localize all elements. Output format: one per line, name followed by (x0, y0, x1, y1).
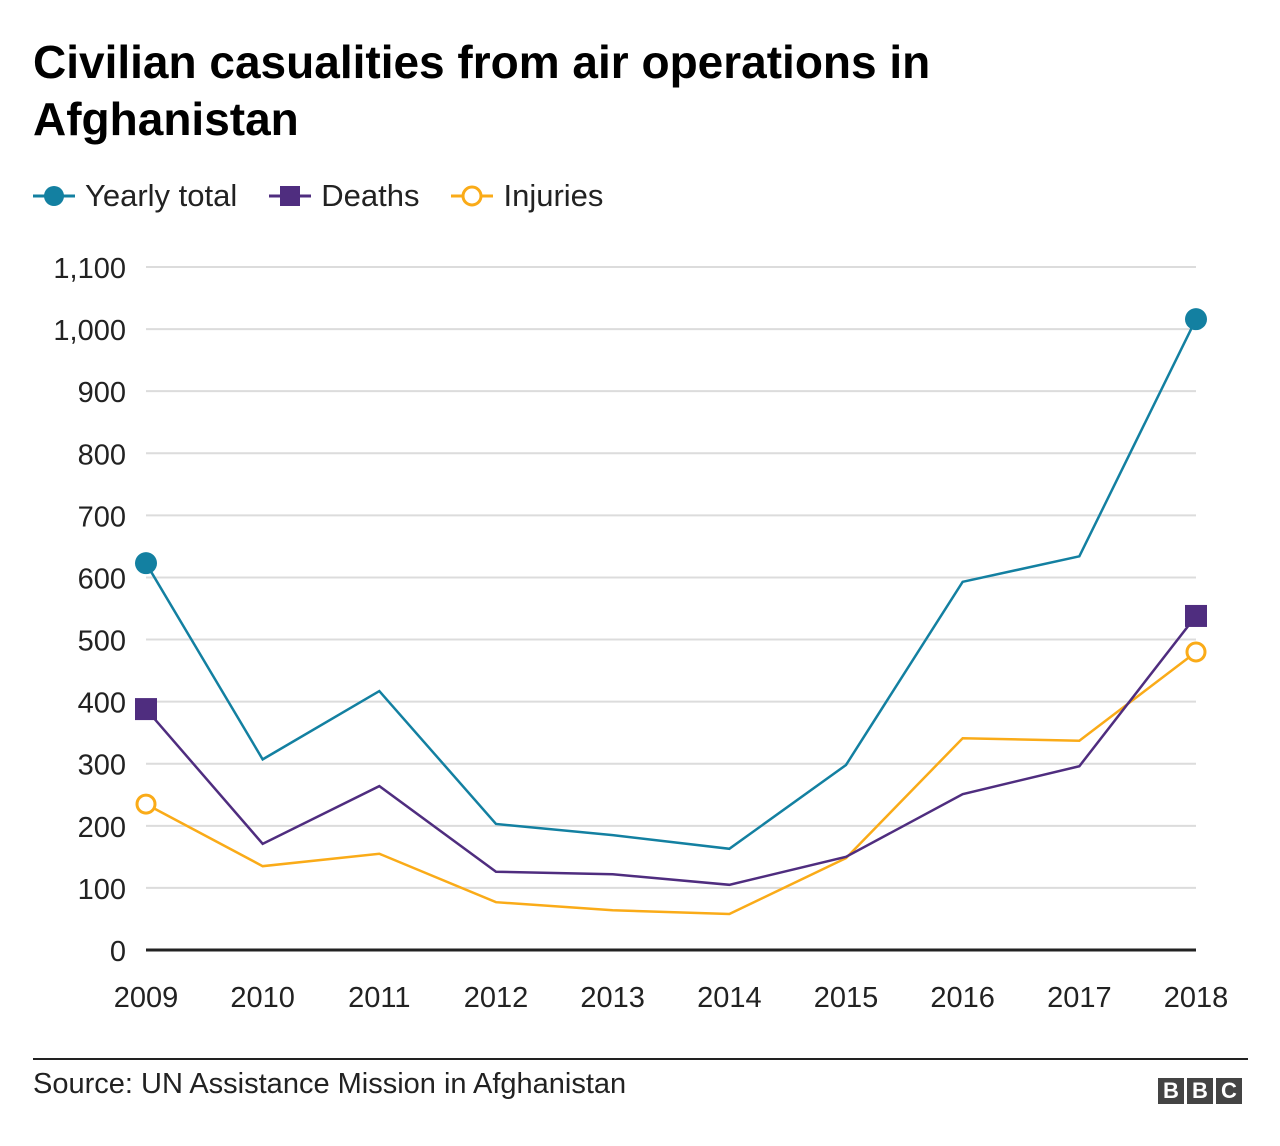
data-point-marker (135, 698, 157, 721)
series-line-injuries (145, 650, 1197, 916)
legend-item-deaths: Deaths (269, 178, 419, 214)
line-chart: 0 100 200 300 400 500 600 700 800 900 1,000 1,100 20… (53, 253, 1229, 1014)
y-tick-label: 300 (78, 750, 126, 782)
x-tick-label: 2010 (230, 982, 295, 1014)
legend-label: Yearly total (85, 178, 238, 213)
x-tick-label: 2016 (930, 982, 995, 1014)
y-tick-label: 1,100 (53, 253, 126, 285)
legend-label: Deaths (321, 178, 420, 213)
source-note: Source: UN Assistance Mission in Afghani… (33, 1068, 627, 1100)
data-point-marker (1185, 641, 1207, 663)
footer-divider (33, 1058, 1248, 1060)
y-tick-label: 900 (78, 377, 126, 409)
x-tick-label: 2017 (1047, 982, 1112, 1014)
x-tick-label: 2015 (814, 982, 879, 1014)
hollow-circle-icon (451, 185, 494, 207)
y-tick-label: 400 (78, 688, 126, 720)
x-tick-label: 2013 (580, 982, 645, 1014)
data-point-marker (135, 552, 157, 575)
series-line-yearly-total (144, 318, 1198, 851)
y-tick-label: 0 (110, 936, 126, 968)
legend-item-injuries: Injuries (451, 178, 603, 214)
x-tick-label: 2018 (1164, 982, 1229, 1014)
y-tick-label: 200 (78, 812, 126, 844)
series-line-deaths (145, 615, 1197, 887)
y-tick-label: 800 (78, 439, 126, 471)
chart-title: Civilian casualities from air operations… (33, 36, 931, 145)
legend-item-yearly-total: Yearly total (33, 178, 237, 214)
y-tick-label: 1,000 (53, 315, 126, 347)
y-tick-label: 600 (78, 563, 126, 595)
x-tick-label: 2014 (697, 982, 762, 1014)
x-tick-label: 2011 (348, 982, 410, 1014)
filled-circle-icon (33, 186, 75, 206)
data-point-marker (1185, 604, 1207, 627)
filled-square-icon (269, 186, 312, 206)
y-tick-label: 700 (78, 501, 126, 533)
x-tick-label: 2012 (464, 982, 529, 1014)
y-tick-label: 500 (78, 626, 126, 658)
legend-label: Injuries (503, 178, 604, 213)
data-point-marker (135, 793, 157, 815)
legend: Yearly total Deaths Injuries (33, 178, 635, 214)
x-tick-label: 2009 (114, 982, 179, 1014)
y-tick-label: 100 (78, 874, 126, 906)
data-point-marker (1185, 308, 1207, 331)
